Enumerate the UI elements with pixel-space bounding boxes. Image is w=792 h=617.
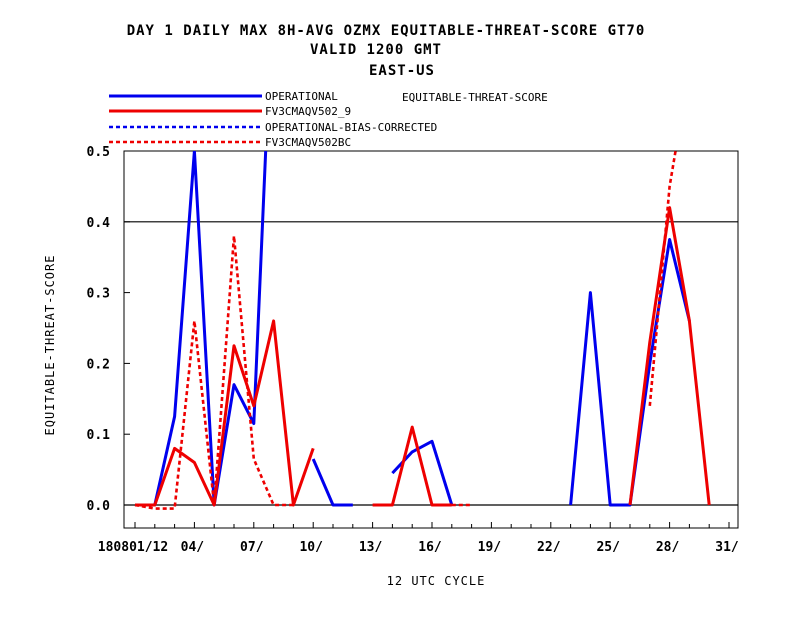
chart-title: DAY 1 DAILY MAX 8H-AVG OZMX EQUITABLE-TH… bbox=[127, 23, 646, 79]
series-line-3-segment-2 bbox=[648, 151, 677, 406]
series-group bbox=[134, 151, 711, 510]
x-tick-label: 22/ bbox=[537, 540, 561, 555]
plot-frame bbox=[123, 150, 739, 529]
x-tick-label: 25/ bbox=[596, 540, 620, 555]
y-tick-label: 0.4 bbox=[87, 216, 111, 231]
x-tick-label: 13/ bbox=[359, 540, 383, 555]
title-line-1: DAY 1 DAILY MAX 8H-AVG OZMX EQUITABLE-TH… bbox=[127, 23, 646, 39]
legend-side-label: EQUITABLE-THREAT-SCORE bbox=[402, 91, 548, 104]
series-line-0-segment-3 bbox=[569, 238, 691, 507]
x-tick-label: 31/ bbox=[715, 540, 739, 555]
x-tick-label: 19/ bbox=[478, 540, 502, 555]
x-tick-label: 16/ bbox=[418, 540, 442, 555]
title-line-3: EAST-US bbox=[369, 63, 435, 79]
y-tick-label: 0.0 bbox=[87, 499, 111, 514]
series-line-3-segment-0 bbox=[134, 234, 294, 510]
y-axis-title: EQUITABLE-THREAT-SCORE bbox=[43, 255, 57, 436]
title-line-2: VALID 1200 GMT bbox=[310, 42, 442, 58]
legend-label-0: OPERATIONAL bbox=[265, 90, 338, 103]
plot-area: 0.0 0.1 0.2 0.3 0.4 0.5 180801/12 04/07/10/13/1… bbox=[87, 145, 739, 555]
series-line-1-segment-2 bbox=[628, 206, 711, 506]
legend-label-2: OPERATIONAL-BIAS-CORRECTED bbox=[265, 121, 437, 134]
y-tick-label: 0.2 bbox=[87, 357, 110, 372]
y-tick-label: 0.1 bbox=[87, 428, 111, 443]
series-line-0-segment-0 bbox=[135, 151, 268, 507]
x-tick-label: 28/ bbox=[656, 540, 680, 555]
x-axis-title: 12 UTC CYCLE bbox=[387, 574, 486, 588]
series-line-1-segment-0 bbox=[135, 319, 315, 507]
y-tick-label: 0.5 bbox=[87, 145, 110, 160]
x-tick-label: 180801/12 bbox=[98, 540, 168, 555]
x-tick-label: 07/ bbox=[240, 540, 264, 555]
series-line-1-segment-1 bbox=[372, 425, 452, 507]
legend-label-1: FV3CMAQV502_9 bbox=[265, 105, 351, 118]
x-tick-label: 04/ bbox=[181, 540, 205, 555]
x-tick-label: 10/ bbox=[299, 540, 323, 555]
legend: EQUITABLE-THREAT-SCORE OPERATIONAL FV3CMA… bbox=[109, 90, 548, 149]
legend-label-3: FV3CMAQV502BC bbox=[265, 136, 351, 149]
series-line-0-segment-1 bbox=[311, 458, 353, 507]
y-tick-label: 0.3 bbox=[87, 287, 110, 302]
